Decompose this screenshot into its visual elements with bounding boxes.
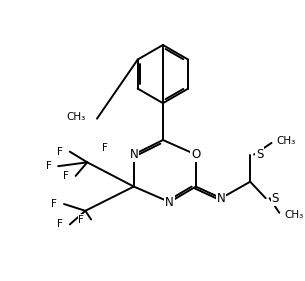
Text: F: F [57, 219, 63, 229]
Text: CH₃: CH₃ [276, 136, 296, 146]
Text: CH₃: CH₃ [66, 112, 85, 122]
Text: F: F [57, 147, 63, 157]
Text: F: F [45, 161, 52, 171]
Text: F: F [63, 171, 69, 181]
Text: F: F [78, 214, 84, 225]
Text: CH₃: CH₃ [284, 210, 303, 220]
Text: S: S [256, 148, 264, 161]
Text: N: N [217, 192, 225, 205]
Text: F: F [51, 199, 57, 209]
Text: O: O [191, 148, 200, 161]
Text: S: S [271, 192, 279, 205]
Text: N: N [165, 196, 174, 209]
Text: N: N [129, 148, 138, 161]
Text: F: F [102, 143, 108, 153]
